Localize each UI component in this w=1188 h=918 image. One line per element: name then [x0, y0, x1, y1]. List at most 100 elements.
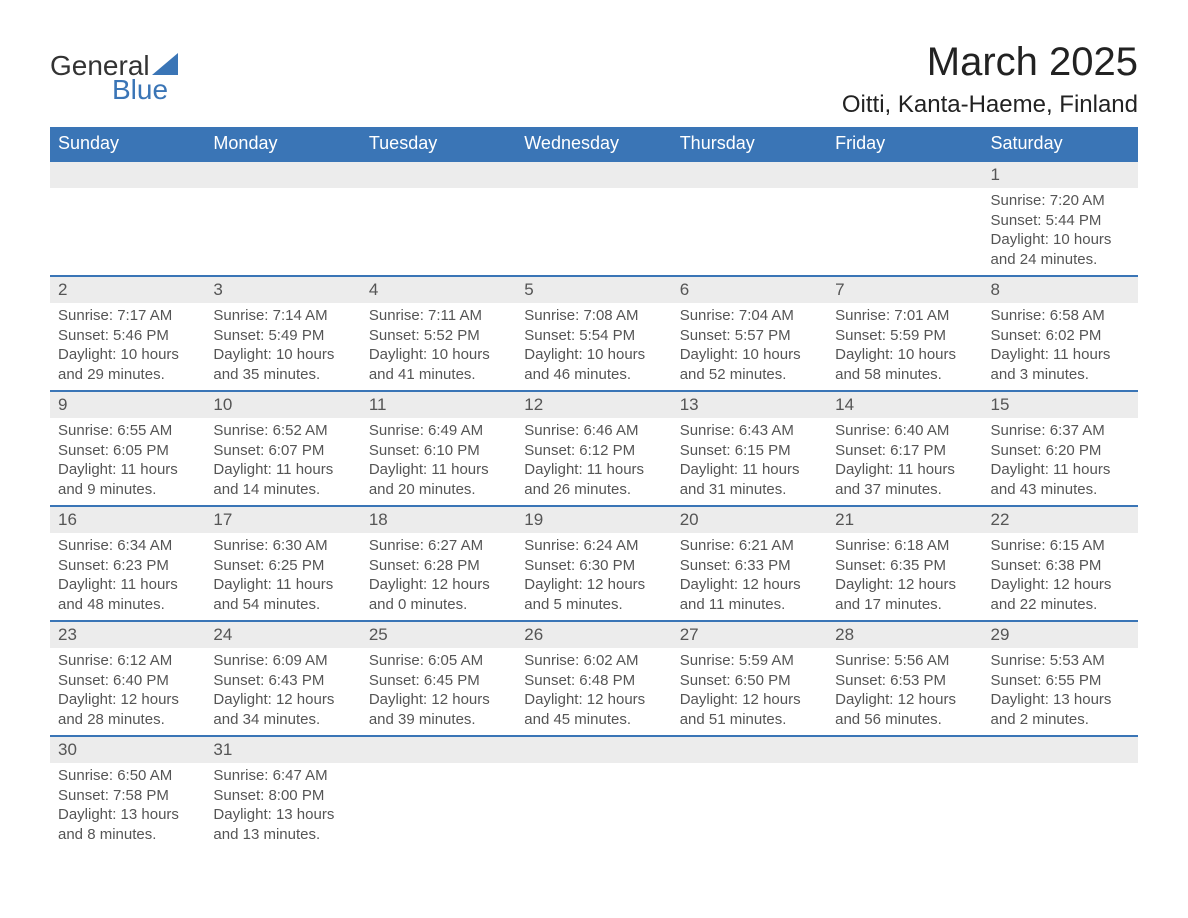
sunset-text: Sunset: 6:28 PM — [369, 556, 508, 576]
calendar-cell — [983, 736, 1138, 850]
day-number: 9 — [50, 392, 205, 418]
logo-text-blue: Blue — [112, 74, 178, 106]
daylight-text-2: and 20 minutes. — [369, 480, 508, 500]
daylight-text-1: Daylight: 12 hours — [58, 690, 197, 710]
sunrise-text: Sunrise: 7:11 AM — [369, 306, 508, 326]
calendar-cell — [361, 161, 516, 276]
day-number: 3 — [205, 277, 360, 303]
sunrise-text: Sunrise: 7:14 AM — [213, 306, 352, 326]
daylight-text-1: Daylight: 10 hours — [524, 345, 663, 365]
sunrise-text: Sunrise: 7:04 AM — [680, 306, 819, 326]
daylight-text-1: Daylight: 12 hours — [213, 690, 352, 710]
day-content: Sunrise: 6:52 AMSunset: 6:07 PMDaylight:… — [205, 418, 360, 505]
calendar-cell: 17Sunrise: 6:30 AMSunset: 6:25 PMDayligh… — [205, 506, 360, 621]
sunrise-text: Sunrise: 6:43 AM — [680, 421, 819, 441]
day-number — [361, 162, 516, 188]
day-content: Sunrise: 6:12 AMSunset: 6:40 PMDaylight:… — [50, 648, 205, 735]
calendar-cell: 15Sunrise: 6:37 AMSunset: 6:20 PMDayligh… — [983, 391, 1138, 506]
sunrise-text: Sunrise: 6:15 AM — [991, 536, 1130, 556]
daylight-text-1: Daylight: 10 hours — [991, 230, 1130, 250]
sunrise-text: Sunrise: 5:53 AM — [991, 651, 1130, 671]
calendar-cell: 8Sunrise: 6:58 AMSunset: 6:02 PMDaylight… — [983, 276, 1138, 391]
daylight-text-1: Daylight: 11 hours — [58, 575, 197, 595]
daylight-text-1: Daylight: 11 hours — [991, 460, 1130, 480]
day-content — [516, 763, 671, 843]
day-number: 24 — [205, 622, 360, 648]
day-content: Sunrise: 6:24 AMSunset: 6:30 PMDaylight:… — [516, 533, 671, 620]
day-number: 30 — [50, 737, 205, 763]
calendar-cell: 3Sunrise: 7:14 AMSunset: 5:49 PMDaylight… — [205, 276, 360, 391]
day-content — [205, 188, 360, 268]
calendar-cell — [361, 736, 516, 850]
daylight-text-1: Daylight: 11 hours — [524, 460, 663, 480]
day-number: 23 — [50, 622, 205, 648]
sunrise-text: Sunrise: 6:52 AM — [213, 421, 352, 441]
location-title: Oitti, Kanta-Haeme, Finland — [842, 91, 1138, 119]
calendar-body: 1Sunrise: 7:20 AMSunset: 5:44 PMDaylight… — [50, 161, 1138, 850]
sunset-text: Sunset: 6:23 PM — [58, 556, 197, 576]
sunset-text: Sunset: 5:44 PM — [991, 211, 1130, 231]
sunset-text: Sunset: 5:52 PM — [369, 326, 508, 346]
day-content: Sunrise: 6:27 AMSunset: 6:28 PMDaylight:… — [361, 533, 516, 620]
calendar-cell: 10Sunrise: 6:52 AMSunset: 6:07 PMDayligh… — [205, 391, 360, 506]
calendar-cell: 29Sunrise: 5:53 AMSunset: 6:55 PMDayligh… — [983, 621, 1138, 736]
daylight-text-1: Daylight: 12 hours — [680, 690, 819, 710]
calendar-cell: 27Sunrise: 5:59 AMSunset: 6:50 PMDayligh… — [672, 621, 827, 736]
day-number: 4 — [361, 277, 516, 303]
calendar-cell: 30Sunrise: 6:50 AMSunset: 7:58 PMDayligh… — [50, 736, 205, 850]
sunrise-text: Sunrise: 6:21 AM — [680, 536, 819, 556]
daylight-text-2: and 11 minutes. — [680, 595, 819, 615]
sunrise-text: Sunrise: 6:37 AM — [991, 421, 1130, 441]
calendar-cell: 22Sunrise: 6:15 AMSunset: 6:38 PMDayligh… — [983, 506, 1138, 621]
day-content: Sunrise: 7:01 AMSunset: 5:59 PMDaylight:… — [827, 303, 982, 390]
daylight-text-2: and 52 minutes. — [680, 365, 819, 385]
day-content: Sunrise: 6:34 AMSunset: 6:23 PMDaylight:… — [50, 533, 205, 620]
sunrise-text: Sunrise: 6:49 AM — [369, 421, 508, 441]
day-content: Sunrise: 6:46 AMSunset: 6:12 PMDaylight:… — [516, 418, 671, 505]
day-content: Sunrise: 5:53 AMSunset: 6:55 PMDaylight:… — [983, 648, 1138, 735]
daylight-text-2: and 56 minutes. — [835, 710, 974, 730]
daylight-text-2: and 13 minutes. — [213, 825, 352, 845]
day-content: Sunrise: 6:58 AMSunset: 6:02 PMDaylight:… — [983, 303, 1138, 390]
sunset-text: Sunset: 5:54 PM — [524, 326, 663, 346]
day-number — [361, 737, 516, 763]
daylight-text-1: Daylight: 10 hours — [680, 345, 819, 365]
calendar-cell: 1Sunrise: 7:20 AMSunset: 5:44 PMDaylight… — [983, 161, 1138, 276]
sunset-text: Sunset: 8:00 PM — [213, 786, 352, 806]
day-number: 5 — [516, 277, 671, 303]
day-content — [827, 188, 982, 268]
sunrise-text: Sunrise: 6:58 AM — [991, 306, 1130, 326]
sunset-text: Sunset: 6:12 PM — [524, 441, 663, 461]
sunset-text: Sunset: 6:50 PM — [680, 671, 819, 691]
calendar-table: Sunday Monday Tuesday Wednesday Thursday… — [50, 127, 1138, 850]
sunset-text: Sunset: 6:15 PM — [680, 441, 819, 461]
sunrise-text: Sunrise: 7:17 AM — [58, 306, 197, 326]
day-number — [516, 162, 671, 188]
day-content: Sunrise: 6:37 AMSunset: 6:20 PMDaylight:… — [983, 418, 1138, 505]
day-number: 27 — [672, 622, 827, 648]
sunset-text: Sunset: 6:55 PM — [991, 671, 1130, 691]
sunset-text: Sunset: 7:58 PM — [58, 786, 197, 806]
calendar-cell: 5Sunrise: 7:08 AMSunset: 5:54 PMDaylight… — [516, 276, 671, 391]
sunset-text: Sunset: 5:57 PM — [680, 326, 819, 346]
day-number: 11 — [361, 392, 516, 418]
day-number: 18 — [361, 507, 516, 533]
sunset-text: Sunset: 6:02 PM — [991, 326, 1130, 346]
daylight-text-2: and 3 minutes. — [991, 365, 1130, 385]
daylight-text-1: Daylight: 13 hours — [991, 690, 1130, 710]
sunrise-text: Sunrise: 6:18 AM — [835, 536, 974, 556]
day-number: 31 — [205, 737, 360, 763]
day-number — [50, 162, 205, 188]
sunset-text: Sunset: 6:05 PM — [58, 441, 197, 461]
day-content — [361, 763, 516, 843]
header-row: General Blue March 2025 Oitti, Kanta-Hae… — [50, 40, 1138, 119]
sunrise-text: Sunrise: 7:20 AM — [991, 191, 1130, 211]
calendar-cell: 24Sunrise: 6:09 AMSunset: 6:43 PMDayligh… — [205, 621, 360, 736]
daylight-text-2: and 35 minutes. — [213, 365, 352, 385]
daylight-text-1: Daylight: 11 hours — [58, 460, 197, 480]
day-number: 12 — [516, 392, 671, 418]
day-number — [983, 737, 1138, 763]
sunset-text: Sunset: 6:48 PM — [524, 671, 663, 691]
calendar-week-row: 1Sunrise: 7:20 AMSunset: 5:44 PMDaylight… — [50, 161, 1138, 276]
sunrise-text: Sunrise: 6:50 AM — [58, 766, 197, 786]
